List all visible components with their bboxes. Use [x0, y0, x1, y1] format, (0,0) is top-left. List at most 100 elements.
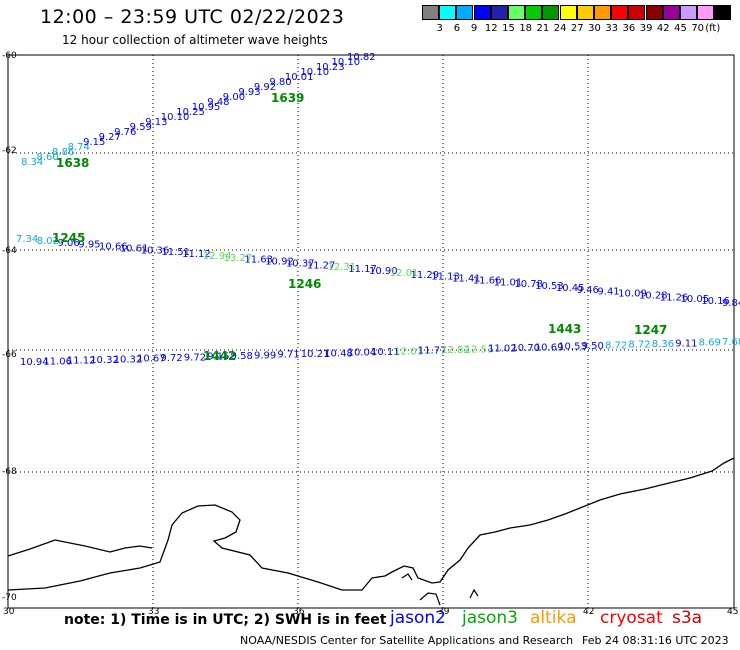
colorbar-swatch [559, 5, 577, 20]
swh-value-track-b: 11.66 [473, 275, 502, 286]
swh-value-track-a: 9.27 [99, 132, 121, 143]
swh-value-track-c: 10.94 [20, 357, 49, 368]
time-label: 1638 [56, 156, 89, 170]
swh-value-track-a: 9.00 [223, 92, 245, 103]
swh-value-track-a: 9.13 [145, 117, 167, 128]
swh-value-track-c: 10.21 [301, 349, 330, 360]
colorbar-tick-label: 15 [502, 23, 515, 34]
swh-value-track-b: 11.27 [307, 260, 336, 271]
lat-tick-label: -68 [2, 467, 17, 477]
colorbar-unit: (ft) [705, 23, 721, 34]
swh-value-track-a: 8.34 [21, 157, 43, 168]
map-title: 12:00 – 23:59 UTC 02/22/2023 [40, 6, 345, 28]
satellite-legend-s3a: s3a [672, 608, 703, 628]
swh-value-track-a: 8.74 [68, 142, 90, 153]
swh-value-track-c: 9.99 [254, 350, 276, 361]
swh-value-track-c: 10.04 [348, 348, 377, 359]
swh-value-track-a: 10.01 [285, 72, 314, 83]
colorbar-swatch [645, 5, 663, 20]
colorbar-swatch [422, 5, 439, 20]
swh-value-track-c: 9.50 [582, 341, 604, 352]
swh-value-track-b: 9.06 [58, 238, 80, 249]
lon-tick-label: 33 [148, 607, 159, 617]
swh-value-track-a: 10.10 [331, 57, 360, 68]
swh-value-track-b: 10.36 [141, 245, 170, 256]
colorbar-tick-label: 45 [674, 23, 687, 34]
swh-value-track-a: 10.25 [176, 107, 205, 118]
colorbar-tick-label: 3 [436, 23, 443, 34]
swh-value-track-c: 10.32 [114, 354, 143, 365]
swh-value-track-b: 10.45 [556, 283, 585, 294]
swh-value-track-a: 9.76 [114, 127, 136, 138]
coastline-segment [401, 573, 413, 581]
colorbar-swatch [576, 5, 594, 20]
coastline-segment [469, 588, 479, 599]
swh-value-track-c: 11.06 [43, 356, 72, 367]
footer-timestamp: Feb 24 08:31:16 UTC 2023 [582, 634, 729, 647]
swh-value-track-c: 9.72 [160, 353, 182, 364]
swh-value-track-c: 10.69 [535, 342, 564, 353]
axis-labels: -60 -62 -64 -66 -68 -70 30 33 36 39 42 45 [2, 51, 738, 617]
colorbar-tick-label: 18 [519, 23, 533, 34]
colorbar-swatch [594, 5, 611, 20]
swh-value-track-c: 9.71 [277, 350, 299, 361]
swh-value-track-c: 10.32 [90, 355, 119, 366]
colorbar-tick-label: 24 [553, 23, 567, 34]
swh-value-track-c: 11.02 [488, 344, 517, 355]
antarctic-coastline [7, 457, 735, 591]
swh-value-track-b: 9.41 [597, 287, 619, 298]
colorbar-tick-label: 42 [656, 23, 670, 34]
swh-value-track-a: 10.23 [316, 62, 345, 73]
satellite-legend-jason2: jason2 [390, 608, 446, 628]
swh-value-track-a: 8.86 [52, 147, 74, 158]
colorbar-tick-label: 39 [639, 23, 653, 34]
swh-value-track-b: 11.12 [182, 249, 211, 260]
swh-value-track-b: 7.34 [16, 234, 38, 245]
satellite-legend-altika: altika [530, 608, 577, 628]
swh-value-track-c: 10.11 [371, 347, 400, 358]
colorbar-tick-label: 21 [536, 23, 550, 34]
lon-tick-label: 36 [293, 607, 305, 617]
swh-value-track-c: 8.72 [628, 340, 650, 351]
swh-value-track-b: 10.78 [514, 279, 543, 290]
swh-value-track-b: 9.95 [78, 240, 100, 251]
colorbar-swatch [439, 5, 457, 20]
swh-value-track-c: 12.01 [394, 346, 423, 357]
satellite-legend-jason3: jason3 [462, 608, 518, 628]
colorbar-swatch [714, 5, 732, 20]
swh-value-track-b: 11.63 [244, 255, 273, 266]
map-frame [7, 54, 735, 609]
swh-value-track-c: 8.72 [605, 340, 627, 351]
swh-value-track-c: 11.12 [67, 356, 96, 367]
swh-value-track-b: 11.26 [660, 292, 689, 303]
swh-value-track-a: 10.95 [192, 102, 221, 113]
colorbar-tick-label: 70 [691, 23, 705, 34]
swh-value-track-b: 11.41 [452, 274, 481, 285]
colorbar-swatch [611, 5, 629, 20]
colorbar-tick-label: 33 [605, 23, 619, 34]
graticule [8, 55, 734, 608]
swh-value-track-c: 8.36 [652, 339, 674, 350]
swh-value-track-c: 10.70 [511, 343, 540, 354]
swh-value-track-c: 10.48 [324, 348, 353, 359]
lon-tick-label: 42 [583, 607, 594, 617]
swh-value-track-a: 8.60 [37, 152, 59, 163]
swh-value-track-b: 12.01 [390, 268, 419, 279]
colorbar-swatch [542, 5, 560, 20]
colorbar-swatch [490, 5, 508, 20]
swh-value-track-c: 10.67 [137, 354, 166, 365]
swh-value-track-b: 9.84 [722, 298, 740, 309]
footer-credit: NOAA/NESDIS Center for Satellite Applica… [240, 634, 574, 647]
swh-value-track-a: 9.93 [238, 87, 260, 98]
notes: note: 1) Time is in UTC; 2) SWH is in fe… [64, 612, 387, 628]
satellite-legend-cryosat: cryosat [600, 608, 663, 628]
swh-value-track-c: 10.53 [558, 342, 587, 353]
colorbar-swatch [525, 5, 543, 20]
swh-value-track-c: 12.53 [465, 344, 494, 355]
swh-value-track-b: 10.28 [639, 290, 668, 301]
colorbar-swatch [662, 5, 680, 20]
time-label: 1442 [203, 349, 236, 363]
altimeter-tracks: 8.348.608.868.749.159.279.769.599.1310.1… [16, 52, 740, 368]
swh-value-track-b: 10.53 [535, 281, 564, 292]
